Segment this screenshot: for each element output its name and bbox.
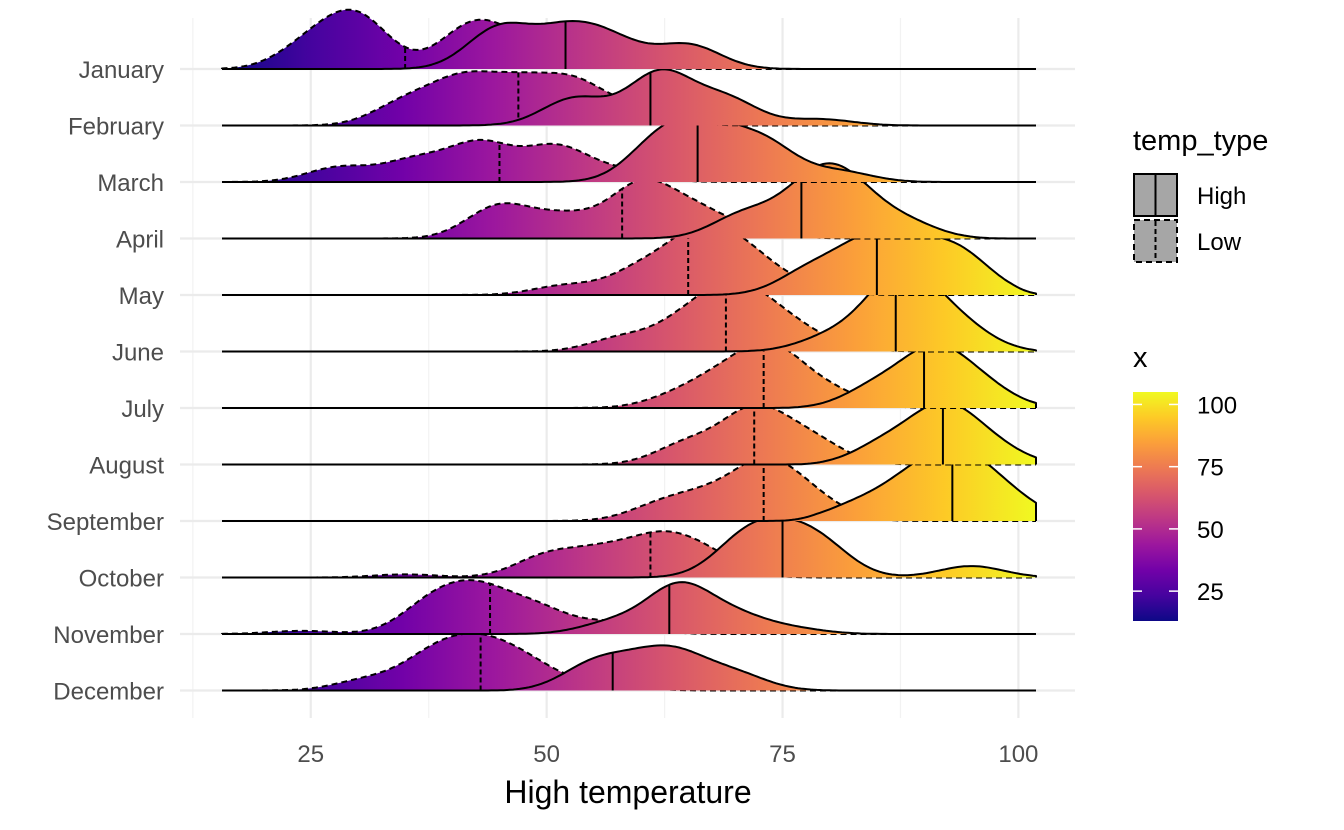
- density-fill-low-april: [222, 179, 1036, 239]
- x-tick-label: 25: [297, 741, 324, 768]
- y-tick-label: May: [119, 283, 164, 310]
- density-fill-low-october: [222, 531, 1036, 578]
- density-fill-high-march: [222, 115, 1036, 182]
- y-tick-label: April: [116, 227, 164, 254]
- density-line-high-august: [222, 401, 1037, 466]
- density-fill-low-november: [222, 580, 1036, 634]
- density-fill-low-january: [222, 9, 1036, 69]
- density-line-high-january: [222, 20, 1036, 70]
- legend-label-low: Low: [1197, 229, 1242, 256]
- x-tick-label: 75: [769, 741, 796, 768]
- legend-x-colorbar: x 25 50 75 100: [1133, 342, 1237, 621]
- ridge-march: [222, 114, 1036, 183]
- y-tick-label: December: [53, 679, 164, 706]
- density-line-high-july: [222, 343, 1037, 409]
- ridge-august: [222, 401, 1037, 466]
- density-fill-high-may: [222, 230, 1036, 295]
- colorbar-tick-label: 100: [1197, 392, 1237, 419]
- y-tick-label: November: [53, 622, 164, 649]
- density-fill-high-june: [222, 267, 1036, 352]
- legend-temp-type-title: temp_type: [1133, 125, 1268, 157]
- y-tick-label: September: [47, 509, 164, 536]
- y-tick-label: July: [121, 396, 164, 423]
- colorbar-tick-label: 50: [1197, 517, 1224, 544]
- density-fill-high-october: [222, 517, 1036, 578]
- density-fill-low-may: [222, 224, 1036, 295]
- legend-label-high: High: [1197, 183, 1246, 210]
- y-axis-labels: January February March April May June July Augu…: [47, 57, 165, 706]
- density-line-high-december: [222, 644, 1036, 692]
- density-fill-high-december: [222, 645, 1036, 691]
- x-tick-label: 100: [998, 741, 1038, 768]
- density-fill-low-february: [222, 71, 1036, 126]
- colorbar: [1133, 392, 1178, 621]
- colorbar-tick-label: 75: [1197, 455, 1224, 482]
- density-line-high-september: [222, 446, 1037, 522]
- y-tick-label: January: [79, 57, 164, 84]
- density-line-high-march: [222, 114, 1036, 183]
- density-line-high-november: [222, 581, 1036, 635]
- ridges: [221, 8, 1037, 692]
- density-fill-low-march: [222, 139, 1036, 182]
- ridge-november: [221, 579, 1036, 635]
- legend-x-title: x: [1133, 342, 1148, 374]
- density-line-high-february: [222, 68, 1036, 127]
- density-fill-high-august: [222, 402, 1036, 465]
- density-fill-low-august: [222, 404, 1036, 465]
- density-fill-high-february: [222, 69, 1036, 126]
- y-tick-label: October: [79, 566, 164, 593]
- legend-temp-type: temp_type High Low: [1133, 125, 1268, 263]
- density-fill-high-july: [222, 344, 1036, 408]
- ridge-october: [222, 516, 1037, 579]
- density-fill-low-december: [222, 633, 1036, 691]
- density-line-high-april: [222, 162, 1036, 240]
- density-fill-low-june: [222, 281, 1036, 352]
- y-tick-label: February: [68, 114, 164, 141]
- density-fill-high-november: [222, 582, 1036, 634]
- density-fill-high-january: [222, 21, 1036, 69]
- density-fill-low-july: [222, 342, 1036, 408]
- ridge-december: [222, 632, 1036, 692]
- x-axis-labels: 25 50 75 100: [297, 741, 1038, 768]
- density-line-high-october: [222, 516, 1037, 579]
- y-tick-label: August: [89, 453, 164, 480]
- x-tick-label: 50: [533, 741, 560, 768]
- ridge-january: [221, 8, 1036, 70]
- ridge-february: [222, 68, 1036, 127]
- density-fill-low-september: [222, 457, 1036, 521]
- y-tick-label: June: [112, 340, 164, 367]
- x-axis-title: High temperature: [504, 774, 751, 810]
- y-tick-label: March: [97, 170, 164, 197]
- colorbar-tick-label: 25: [1197, 579, 1224, 606]
